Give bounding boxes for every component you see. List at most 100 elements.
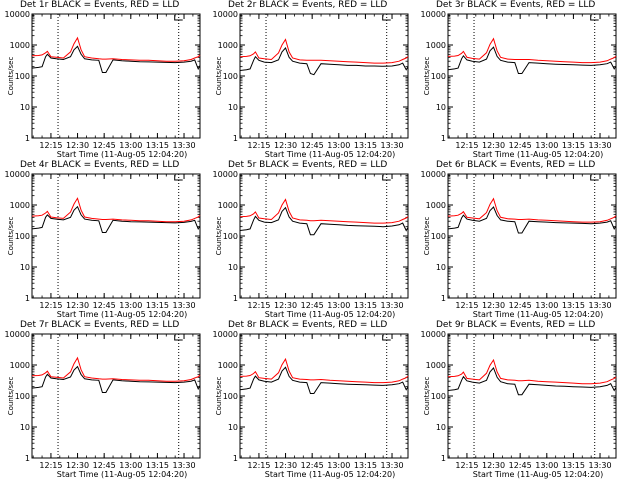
plot-frame — [31, 173, 201, 299]
series-events-line — [239, 47, 409, 76]
x-tick-label: 12:45 — [93, 301, 116, 310]
x-tick-label: 12:45 — [509, 301, 532, 310]
series-lld-line — [447, 37, 617, 64]
y-tick-label: 1000 — [218, 361, 238, 370]
series-lld-line — [447, 197, 617, 223]
series-events-line — [447, 46, 617, 74]
y-tick-label: 100 — [431, 392, 446, 401]
y-tick-label: 1 — [441, 454, 446, 463]
series-events-line — [31, 45, 201, 73]
y-tick-label: 10000 — [5, 170, 30, 179]
y-axis-label: Counts/sec — [7, 377, 15, 416]
panel-5: Det 5r BLACK = Events, RED = LLD 1 10 100 10… — [213, 160, 409, 319]
y-axis-label: Counts/sec — [215, 377, 223, 416]
x-tick-label: 13:30 — [172, 301, 195, 310]
x-axis-label: Start Time (11-Aug-05 12:04:20) — [57, 470, 188, 479]
y-tick-label: 10000 — [213, 330, 238, 339]
x-tick-label: 12:45 — [509, 141, 532, 150]
plot-frame — [447, 13, 617, 139]
y-tick-label: 10000 — [213, 170, 238, 179]
y-tick-label: 100 — [223, 72, 238, 81]
panel-title: Det 1r BLACK = Events, RED = LLD — [20, 0, 179, 10]
y-tick-label: 10000 — [213, 10, 238, 19]
x-tick-label: 12:45 — [509, 461, 532, 470]
y-tick-label: 10000 — [421, 10, 446, 19]
x-tick-label: 13:00 — [327, 141, 350, 150]
x-tick-label: 13:30 — [588, 141, 611, 150]
series-lld-line — [31, 36, 201, 62]
x-tick-label: 12:15 — [39, 301, 62, 310]
y-tick-label: 10 — [20, 103, 30, 112]
series-events-line — [239, 366, 409, 394]
panel-8: Det 8r BLACK = Events, RED = LLD 1 10 100 10… — [213, 320, 409, 479]
x-tick-label: 12:15 — [247, 301, 270, 310]
y-tick-label: 100 — [223, 232, 238, 241]
y-tick-label: 1000 — [10, 201, 30, 210]
time-marker — [174, 15, 183, 21]
y-tick-label: 10000 — [5, 10, 30, 19]
series-events-line — [31, 205, 201, 233]
y-tick-label: 10000 — [5, 330, 30, 339]
x-tick-label: 13:00 — [535, 301, 558, 310]
x-tick-label: 12:15 — [39, 461, 62, 470]
series-lld-line — [239, 357, 409, 384]
y-axis-label: Counts/sec — [215, 57, 223, 96]
y-tick-label: 1 — [233, 454, 238, 463]
panel-title: Det 3r BLACK = Events, RED = LLD — [436, 0, 595, 10]
y-tick-label: 1000 — [426, 361, 446, 370]
series-events-line — [239, 206, 409, 236]
y-axis-label: Counts/sec — [423, 57, 431, 96]
x-tick-label: 13:15 — [146, 301, 169, 310]
x-tick-label: 12:15 — [39, 141, 62, 150]
y-tick-label: 100 — [223, 392, 238, 401]
panel-6: Det 6r BLACK = Events, RED = LLD 1 10 100 10… — [421, 160, 617, 319]
x-tick-label: 13:00 — [535, 141, 558, 150]
x-tick-label: 13:15 — [146, 461, 169, 470]
plot-frame — [239, 173, 409, 299]
y-tick-label: 1000 — [218, 201, 238, 210]
x-tick-label: 12:45 — [301, 301, 324, 310]
panel-2: Det 2r BLACK = Events, RED = LLD 1 10 100 10… — [213, 0, 409, 159]
x-tick-label: 13:00 — [119, 301, 142, 310]
y-tick-label: 1 — [25, 294, 30, 303]
y-tick-label: 10 — [228, 263, 238, 272]
x-tick-label: 13:00 — [327, 301, 350, 310]
x-tick-label: 13:00 — [327, 461, 350, 470]
y-tick-label: 10 — [436, 263, 446, 272]
panel-4: Det 4r BLACK = Events, RED = LLD 1 10 100 10… — [5, 160, 201, 319]
series-events-line — [447, 367, 617, 396]
series-lld-line — [447, 358, 617, 385]
panel-title: Det 5r BLACK = Events, RED = LLD — [228, 160, 387, 170]
x-tick-label: 13:15 — [562, 301, 585, 310]
x-tick-label: 13:00 — [119, 141, 142, 150]
y-axis-label: Counts/sec — [215, 217, 223, 256]
panel-9: Det 9r BLACK = Events, RED = LLD 1 10 100 10… — [421, 320, 617, 479]
x-tick-label: 12:30 — [482, 461, 505, 470]
y-tick-label: 100 — [431, 232, 446, 241]
x-tick-label: 12:15 — [455, 301, 478, 310]
x-tick-label: 13:30 — [588, 461, 611, 470]
y-tick-label: 100 — [15, 232, 30, 241]
series-events-line — [447, 206, 617, 234]
x-tick-label: 13:15 — [562, 141, 585, 150]
x-tick-label: 12:30 — [274, 461, 297, 470]
y-tick-label: 1000 — [426, 201, 446, 210]
x-tick-label: 12:30 — [482, 141, 505, 150]
x-tick-label: 13:15 — [562, 461, 585, 470]
x-tick-label: 13:15 — [354, 461, 377, 470]
series-lld-line — [239, 198, 409, 224]
y-tick-label: 10000 — [421, 330, 446, 339]
x-axis-label: Start Time (11-Aug-05 12:04:20) — [57, 150, 188, 159]
panel-title: Det 6r BLACK = Events, RED = LLD — [436, 160, 595, 170]
series-lld-line — [239, 38, 409, 64]
x-tick-label: 12:45 — [301, 141, 324, 150]
x-tick-label: 13:30 — [588, 301, 611, 310]
time-marker — [382, 175, 391, 181]
x-tick-label: 13:15 — [146, 141, 169, 150]
panel-1: Det 1r BLACK = Events, RED = LLD 1 10 100 10… — [5, 0, 201, 159]
x-tick-label: 12:15 — [247, 141, 270, 150]
x-tick-label: 12:15 — [455, 141, 478, 150]
y-tick-label: 10 — [228, 103, 238, 112]
x-tick-label: 12:45 — [301, 461, 324, 470]
